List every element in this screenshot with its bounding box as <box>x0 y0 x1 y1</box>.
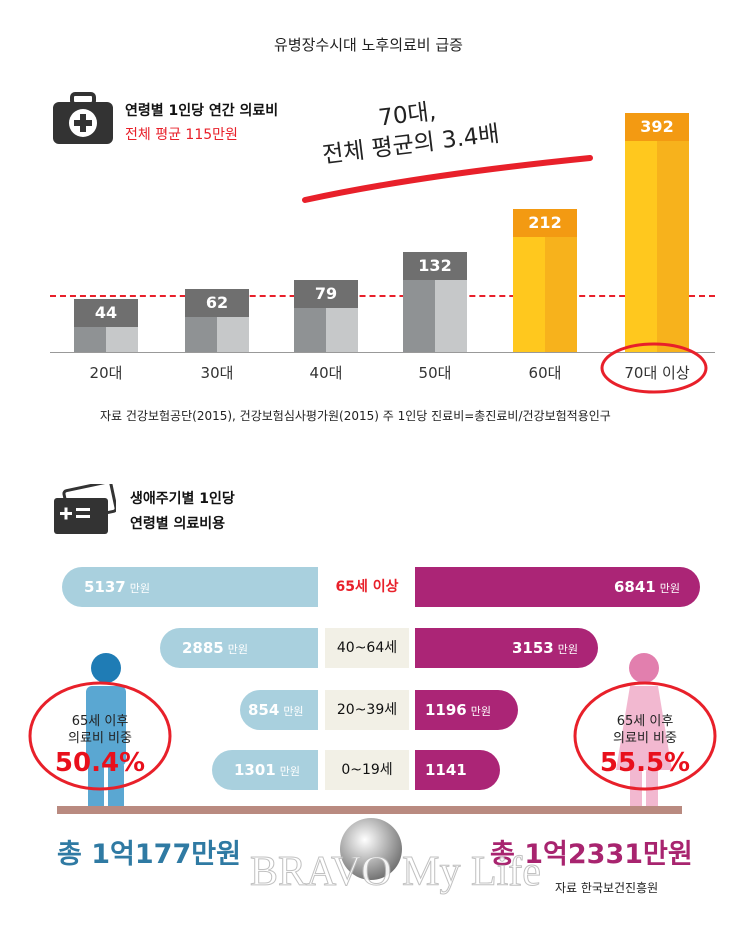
female-cost-value: 3153 <box>512 639 554 657</box>
balance-plank <box>57 806 682 814</box>
female-cost-value: 1196 <box>425 701 467 719</box>
female-cost-bar: 1141만원 <box>415 750 500 818</box>
male-caption-2: 의료비 비중 <box>68 731 132 746</box>
bar-70대 이상: 392 <box>625 112 689 352</box>
bar-20대: 44 <box>74 298 138 352</box>
male-cost-bar: 854 만원 <box>240 690 318 730</box>
bar-40대: 79 <box>294 279 358 352</box>
x-axis <box>50 352 715 353</box>
bar-value-label: 79 <box>294 279 358 308</box>
average-reference-line <box>50 295 715 297</box>
female-cost-bar: 3153 만원 <box>415 628 598 668</box>
bar-value-label: 132 <box>403 251 467 280</box>
female-red-circle <box>573 681 717 791</box>
section2-heading-1: 생애주기별 1인당 <box>130 491 235 507</box>
unit-label: 만원 <box>557 643 578 656</box>
bar-60대: 212 <box>513 208 577 352</box>
female-total: 총 1억2331만원 <box>490 839 693 870</box>
unit-label: 만원 <box>470 705 491 718</box>
x-tick-label: 50대 <box>418 364 452 382</box>
male-caption-1: 65세 이후 <box>71 714 129 729</box>
female-caption: 65세 이후 의료비 비중 <box>585 713 705 747</box>
age-group-label: 20~39세 <box>325 690 409 730</box>
female-cost-value: 6841 <box>614 578 656 596</box>
x-tick-label: 60대 <box>528 364 562 382</box>
male-percentage: 50.4% <box>54 748 146 778</box>
male-cost-bar: 1301 만원 <box>212 750 318 790</box>
female-percentage: 55.5% <box>599 748 691 778</box>
balance-fulcrum-disc <box>340 818 402 880</box>
unit-label: 만원 <box>659 582 680 595</box>
bar-30대: 62 <box>185 288 249 352</box>
section1-heading: 연령별 1인당 연간 의료비 <box>125 103 279 119</box>
male-cost-value: 1301 <box>234 761 276 779</box>
male-cost-value: 5137 <box>84 578 126 596</box>
average-label: 전체 평균 115만원 <box>125 127 238 143</box>
bar-value-label: 62 <box>185 288 249 317</box>
male-cost-bar: 2885 만원 <box>160 628 318 668</box>
bar-value-label: 392 <box>625 112 689 141</box>
section2-heading-2: 연령별 의료비용 <box>130 516 226 532</box>
red-underline-stroke <box>302 155 593 203</box>
red-circle-highlight <box>600 342 708 394</box>
female-cost-value: 1141 <box>425 761 467 779</box>
medical-kit-icon <box>53 92 113 144</box>
male-cost-value: 2885 <box>182 639 224 657</box>
female-caption-1: 65세 이후 <box>616 714 674 729</box>
male-cost-bar: 5137 만원 <box>62 567 318 607</box>
age-group-label: 65세 이상 <box>325 567 409 607</box>
age-group-label: 0~19세 <box>325 750 409 790</box>
x-tick-label: 70대 이상 <box>624 364 690 382</box>
watermark: BRAVO My Life <box>250 849 542 896</box>
female-cost-bar: 6841 만원 <box>415 567 700 607</box>
male-red-circle <box>28 681 172 791</box>
section2-source: 자료 한국보건진흥원 <box>555 881 659 895</box>
unit-label: 만원 <box>279 765 300 778</box>
age-group-label: 40~64세 <box>325 628 409 668</box>
unit-label: 만원 <box>227 643 248 656</box>
bar-value-label: 44 <box>74 298 138 327</box>
x-tick-label: 40대 <box>309 364 343 382</box>
female-caption-2: 의료비 비중 <box>613 731 677 746</box>
female-cost-bar: 1196 만원 <box>415 690 518 730</box>
male-total: 총 1억177만원 <box>57 839 241 870</box>
male-caption: 65세 이후 의료비 비중 <box>40 713 160 747</box>
male-cost-value: 854 <box>248 701 280 719</box>
x-tick-label: 30대 <box>200 364 234 382</box>
card-icon <box>54 484 116 534</box>
unit-label: 만원 <box>283 705 304 718</box>
unit-label: 만원 <box>129 582 150 595</box>
bar-value-label: 212 <box>513 208 577 237</box>
bar-50대: 132 <box>403 251 467 352</box>
page-title: 유병장수시대 노후의료비 급증 <box>274 36 463 54</box>
x-tick-label: 20대 <box>89 364 123 382</box>
section1-source: 자료 건강보험공단(2015), 건강보험심사평가원(2015) 주 1인당 진… <box>100 409 611 423</box>
